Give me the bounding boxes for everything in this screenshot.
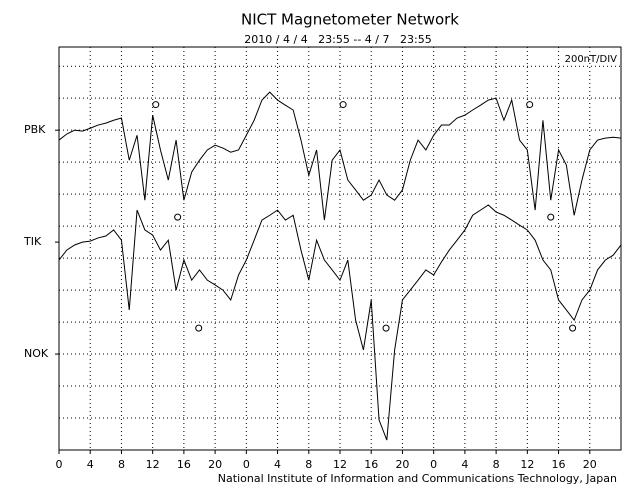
x-tick-label: 4: [274, 458, 281, 471]
x-tick-label: 16: [177, 458, 191, 471]
marker: [382, 324, 390, 332]
y-tick-label: TIK: [23, 235, 42, 248]
marker: [152, 101, 160, 109]
trace: [58, 204, 622, 441]
x-tick-label: 0: [430, 458, 437, 471]
x-tick-label: 0: [56, 458, 63, 471]
footer: National Institute of Information and Co…: [218, 472, 617, 485]
x-tick-label: 4: [461, 458, 468, 471]
x-tick-label: 0: [243, 458, 250, 471]
y-tick-label: NOK: [24, 347, 49, 360]
chart-title: NICT Magnetometer Network: [241, 11, 459, 29]
scale-note: 200nT/DIV: [565, 54, 618, 65]
x-tick-label: 8: [493, 458, 500, 471]
x-tick-label: 20: [583, 458, 597, 471]
marker: [174, 213, 182, 221]
x-tick-label: 8: [305, 458, 312, 471]
marker: [569, 324, 577, 332]
x-tick-label: 16: [364, 458, 378, 471]
x-tick-label: 4: [87, 458, 94, 471]
x-tick-label: 12: [520, 458, 534, 471]
trace: [58, 91, 622, 221]
x-tick-label: 8: [118, 458, 125, 471]
x-tick-label: 20: [208, 458, 222, 471]
chart-subtitle: 2010 / 4 / 4 23:55 -- 4 / 7 23:55: [244, 33, 431, 46]
marker: [195, 324, 203, 332]
marker: [339, 101, 347, 109]
x-tick-label: 16: [552, 458, 566, 471]
x-tick-label: 20: [395, 458, 409, 471]
x-tick-label: 12: [333, 458, 347, 471]
marker: [547, 213, 555, 221]
x-tick-label: 12: [146, 458, 160, 471]
y-tick-label: PBK: [24, 123, 46, 136]
marker: [526, 101, 534, 109]
